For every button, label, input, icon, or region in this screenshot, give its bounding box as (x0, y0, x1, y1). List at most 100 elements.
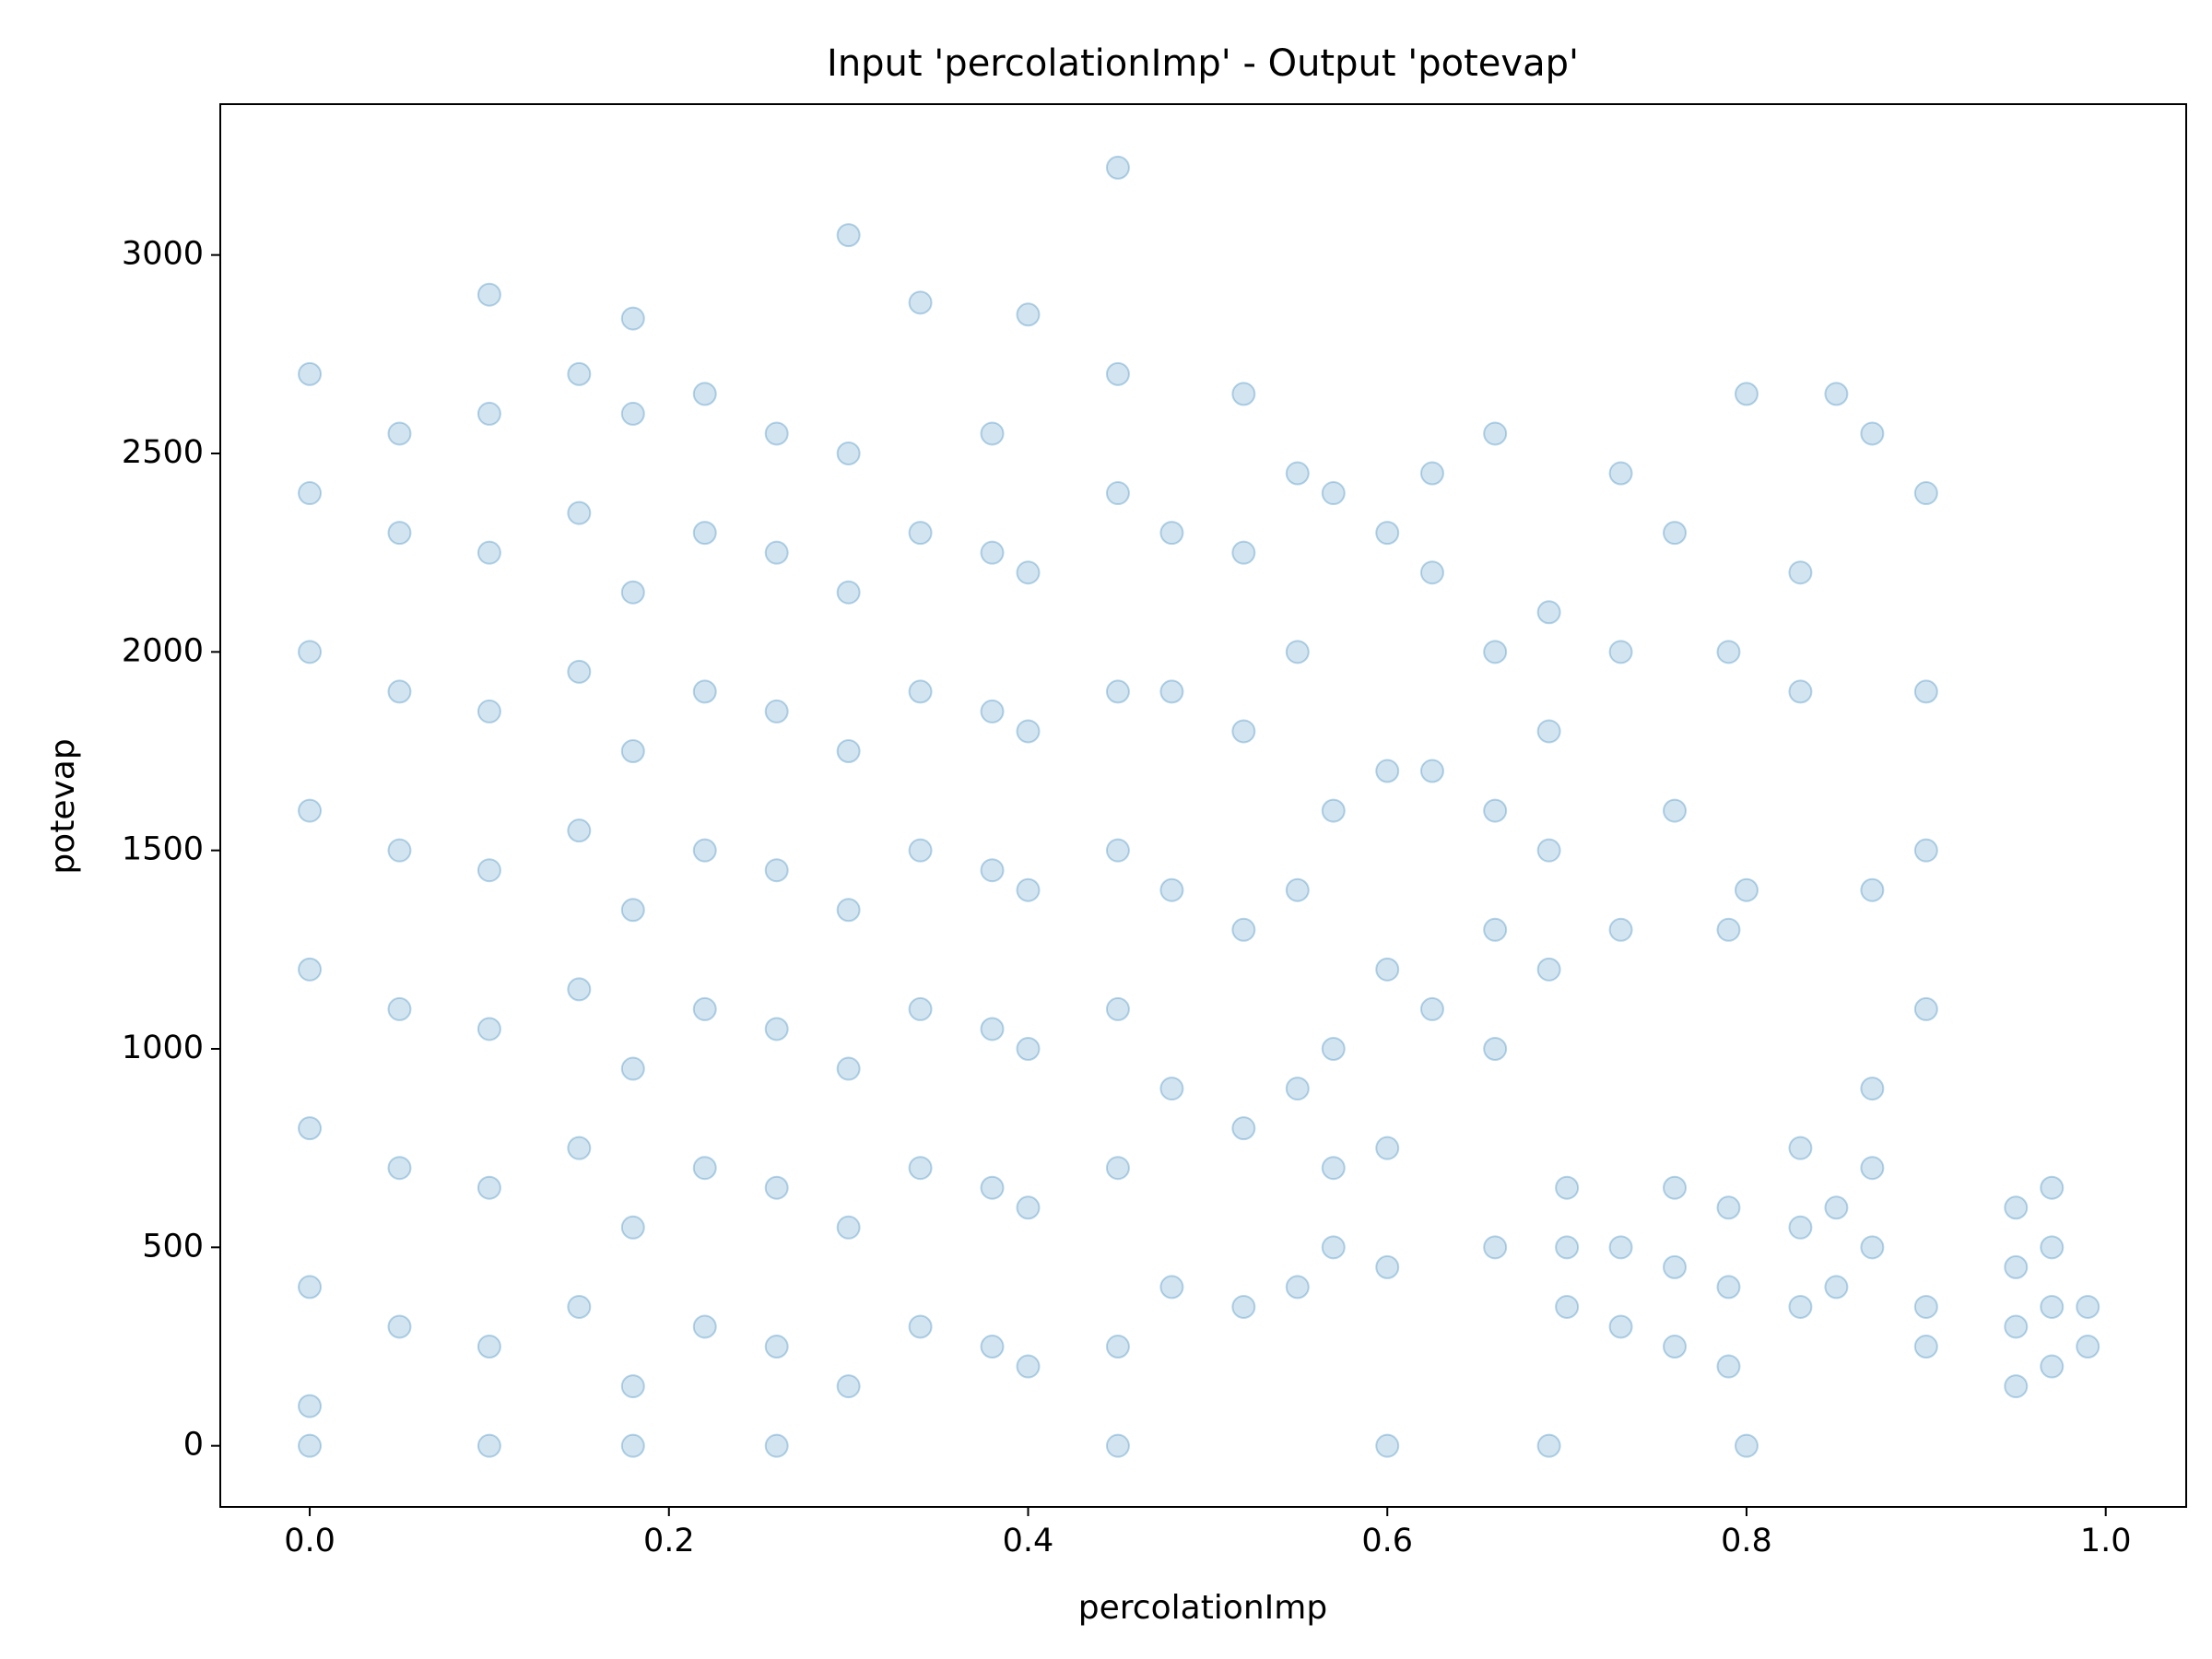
point (387, 679, 412, 704)
point (908, 679, 933, 704)
point (1159, 1077, 1184, 1101)
point (477, 1175, 501, 1200)
point (1608, 1314, 1633, 1339)
point (1285, 1077, 1310, 1101)
point (298, 640, 323, 665)
point (620, 306, 645, 331)
point (1375, 1433, 1400, 1458)
point (1231, 1116, 1256, 1141)
point (387, 421, 412, 446)
point (1285, 640, 1310, 665)
point (1483, 640, 1508, 665)
point (2004, 1374, 2029, 1399)
x-tick-label: 1.0 (2080, 1523, 2132, 1559)
point (1483, 1037, 1508, 1062)
point (1663, 798, 1688, 823)
point (980, 421, 1005, 446)
point (1788, 560, 1813, 585)
point (1419, 759, 1444, 783)
point (908, 290, 933, 315)
point (1536, 838, 1561, 863)
point (1483, 917, 1508, 942)
point (1536, 719, 1561, 744)
point (1860, 1156, 1885, 1181)
point (1231, 382, 1256, 406)
point (1716, 640, 1741, 665)
point (1913, 838, 1938, 863)
point (692, 521, 717, 546)
point (1016, 302, 1041, 327)
point (1016, 1037, 1041, 1062)
point (620, 401, 645, 426)
point (477, 858, 501, 883)
point (477, 401, 501, 426)
point (764, 1433, 789, 1458)
point (1860, 421, 1885, 446)
point (298, 1433, 323, 1458)
point (692, 679, 717, 704)
point (298, 481, 323, 506)
point (1608, 917, 1633, 942)
point (387, 521, 412, 546)
point (1716, 917, 1741, 942)
point (1663, 521, 1688, 546)
point (1321, 1235, 1346, 1260)
point (836, 1056, 861, 1081)
point (1375, 521, 1400, 546)
x-tick-label: 0.2 (643, 1523, 695, 1559)
point (620, 1433, 645, 1458)
point (387, 996, 412, 1021)
point (1285, 877, 1310, 902)
x-tick-label: 0.4 (1003, 1523, 1054, 1559)
point (1105, 361, 1130, 386)
point (1159, 1275, 1184, 1300)
point (387, 1314, 412, 1339)
point (620, 898, 645, 923)
point (1105, 838, 1130, 863)
y-tick-label: 500 (142, 1228, 204, 1265)
x-axis-label: percolationImp (1078, 1589, 1327, 1627)
point (1608, 461, 1633, 486)
point (908, 521, 933, 546)
point (477, 282, 501, 307)
point (1016, 560, 1041, 585)
point (980, 540, 1005, 565)
point (1285, 1275, 1310, 1300)
point (477, 1335, 501, 1359)
point (298, 1275, 323, 1300)
point (692, 382, 717, 406)
point (567, 1294, 592, 1319)
point (764, 699, 789, 724)
point (1105, 679, 1130, 704)
point (692, 1156, 717, 1181)
plot-frame (219, 103, 2187, 1508)
point (1788, 1135, 1813, 1160)
point (298, 1116, 323, 1141)
point (1734, 382, 1759, 406)
point (1285, 461, 1310, 486)
point (1913, 1294, 1938, 1319)
point (567, 500, 592, 525)
point (567, 818, 592, 843)
x-tick-label: 0.6 (1361, 1523, 1413, 1559)
point (980, 699, 1005, 724)
point (1375, 759, 1400, 783)
point (1913, 481, 1938, 506)
point (836, 1215, 861, 1240)
point (2040, 1235, 2065, 1260)
point (1105, 1433, 1130, 1458)
point (620, 1215, 645, 1240)
x-tick-label: 0.8 (1721, 1523, 1772, 1559)
point (836, 441, 861, 465)
point (1788, 1294, 1813, 1319)
point (980, 1175, 1005, 1200)
point (1716, 1275, 1741, 1300)
point (2040, 1354, 2065, 1379)
point (2004, 1314, 2029, 1339)
point (1716, 1354, 1741, 1379)
point (1231, 1294, 1256, 1319)
point (620, 580, 645, 605)
y-tick-label: 0 (183, 1427, 204, 1464)
